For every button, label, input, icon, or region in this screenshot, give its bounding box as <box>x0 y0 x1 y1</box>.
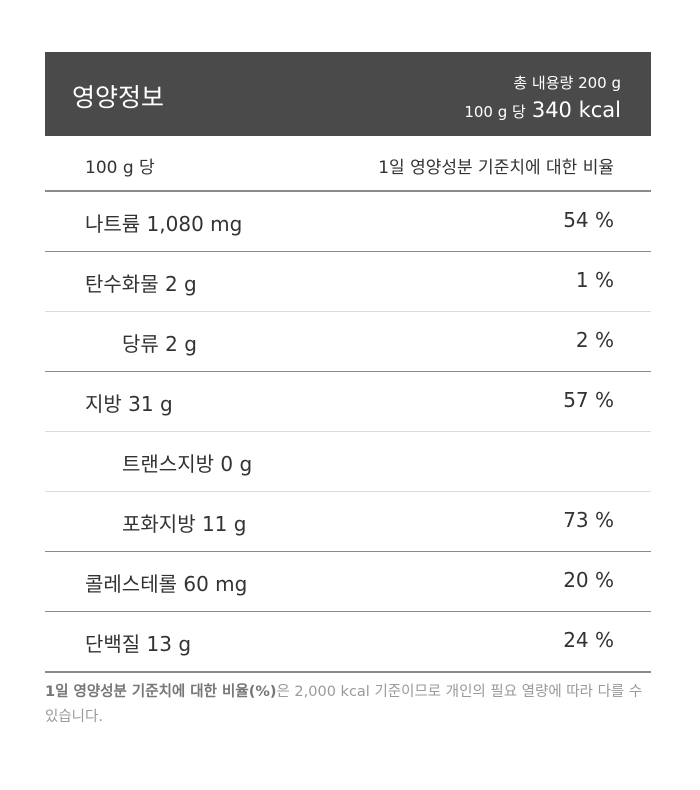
nutrient-percent: 54 % <box>563 208 614 232</box>
nutrient-label: 나트륨 1,080 mg <box>85 212 243 236</box>
subheader-right: 1일 영양성분 기준치에 대한 비율 <box>378 158 614 178</box>
nutrient-label: 트랜스지방 0 g <box>122 452 253 476</box>
subheader-left: 100 g 당 <box>85 158 155 178</box>
nutrient-percent: 20 % <box>563 568 614 592</box>
nutrient-percent: 1 % <box>575 268 614 292</box>
calories: 340 kcal <box>531 98 621 122</box>
calories-line: 100 g 당 340 kcal <box>464 98 621 122</box>
nutrient-percent: 73 % <box>563 508 614 532</box>
footnote-text: 은 2,000 kcal 기준이므로 개인의 필요 열량에 따라 다를 수 있습… <box>45 684 643 725</box>
nutrient-percent: 57 % <box>563 388 614 412</box>
per-unit: 100 g 당 <box>464 103 526 121</box>
nutrient-label: 지방 31 g <box>85 392 173 416</box>
nutrient-percent: 24 % <box>563 628 614 652</box>
total-amount: 총 내용량 200 g <box>513 74 621 92</box>
nutrient-row: 탄수화물 2 g 1 % <box>45 252 651 312</box>
subheader: 100 g 당 1일 영양성분 기준치에 대한 비율 <box>45 136 651 192</box>
nutrient-row: 콜레스테롤 60 mg 20 % <box>45 552 651 612</box>
title: 영양정보 <box>72 83 165 112</box>
rows: 나트륨 1,080 mg 54 % 탄수화물 2 g 1 % 당류 2 g 2 % 지방 3… <box>45 192 651 673</box>
nutrient-label: 포화지방 11 g <box>122 512 247 536</box>
nutrition-panel: 영양정보 총 내용량 200 g 100 g 당 340 kcal 100 g 당… <box>45 52 651 673</box>
nutrient-label: 탄수화물 2 g <box>85 272 197 296</box>
nutrient-row: 트랜스지방 0 g <box>45 432 651 492</box>
nutrient-label: 콜레스테롤 60 mg <box>85 572 248 596</box>
nutrient-row: 지방 31 g 57 % <box>45 372 651 432</box>
header: 영양정보 총 내용량 200 g 100 g 당 340 kcal <box>45 52 651 136</box>
footnote: 1일 영양성분 기준치에 대한 비율(%)은 2,000 kcal 기준이므로 … <box>45 680 655 730</box>
nutrient-row: 포화지방 11 g 73 % <box>45 492 651 552</box>
nutrient-label: 단백질 13 g <box>85 632 192 656</box>
footnote-bold: 1일 영양성분 기준치에 대한 비율(%) <box>45 684 277 700</box>
nutrient-percent: 2 % <box>575 328 614 352</box>
nutrient-row: 당류 2 g 2 % <box>45 312 651 372</box>
nutrient-label: 당류 2 g <box>122 332 197 356</box>
nutrient-row: 단백질 13 g 24 % <box>45 612 651 673</box>
nutrient-row: 나트륨 1,080 mg 54 % <box>45 192 651 252</box>
